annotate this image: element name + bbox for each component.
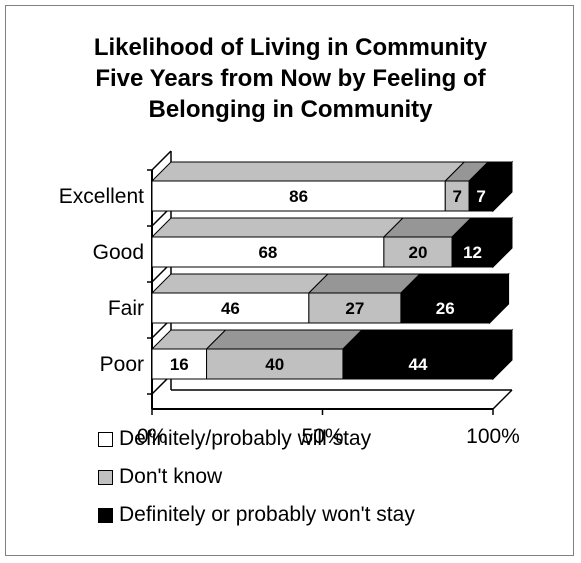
- chart-title-line-2: Five Years from Now by Feeling of: [95, 65, 486, 92]
- x-tick-label: 50%: [301, 425, 343, 448]
- chart-title: Likelihood of Living in Community Five Y…: [0, 32, 581, 125]
- bar-top-definitely-probably-will-stay-excellent: [150, 161, 466, 182]
- category-label-fair: Fair: [108, 297, 144, 320]
- legend-label-will-stay: Definitely/probably will stay: [119, 427, 372, 450]
- legend-item-dont-know: Don't know: [98, 458, 415, 496]
- bar-don-t-know-fair: [308, 292, 402, 324]
- data-label-definitely-or-probably-won-t-stay-good: 12: [463, 243, 482, 262]
- data-label-definitely-or-probably-won-t-stay-excellent: 7: [476, 187, 485, 206]
- bar-don-t-know-good: [383, 236, 453, 268]
- legend-item-will-stay: Definitely/probably will stay: [98, 420, 415, 458]
- chart-legend: Definitely/probably will stay Don't know…: [98, 420, 415, 534]
- bar-definitely-or-probably-won-t-stay-poor: [342, 348, 494, 380]
- floor-right-edge: [492, 389, 513, 410]
- legend-label-dont-know: Don't know: [119, 465, 223, 488]
- data-label-definitely-probably-will-stay-excellent: 86: [289, 187, 308, 206]
- category-label-good: Good: [93, 241, 144, 264]
- bar-definitely-or-probably-won-t-stay-fair: [400, 292, 491, 324]
- bar-top-don-t-know-poor: [205, 329, 364, 350]
- data-label-definitely-probably-will-stay-good: 68: [258, 243, 277, 262]
- legend-label-wont-stay: Definitely or probably won't stay: [119, 503, 415, 526]
- data-label-don-t-know-excellent: 7: [452, 187, 461, 206]
- chart-title-line-3: Belonging in Community: [148, 96, 433, 123]
- bar-definitely-probably-will-stay-fair: [151, 292, 310, 324]
- legend-swatch-dont-know: [98, 469, 113, 485]
- data-label-don-t-know-good: 20: [409, 243, 428, 262]
- legend-item-wont-stay: Definitely or probably won't stay: [98, 496, 415, 534]
- data-label-don-t-know-poor: 40: [265, 355, 284, 374]
- bar-definitely-probably-will-stay-excellent: [151, 180, 446, 212]
- x-tick-label: 100%: [466, 425, 520, 448]
- data-label-definitely-probably-will-stay-poor: 16: [170, 355, 189, 374]
- data-label-definitely-or-probably-won-t-stay-fair: 26: [436, 299, 455, 318]
- data-label-definitely-probably-will-stay-fair: 46: [221, 299, 240, 318]
- bar-definitely-or-probably-won-t-stay-good: [451, 236, 494, 268]
- bar-definitely-or-probably-won-t-stay-excellent: [468, 180, 494, 212]
- data-label-definitely-or-probably-won-t-stay-poor: 44: [409, 355, 428, 374]
- category-label-excellent: Excellent: [59, 185, 144, 208]
- bar-don-t-know-poor: [206, 348, 344, 380]
- chart-title-line-1: Likelihood of Living in Community: [93, 34, 488, 61]
- legend-swatch-wont-stay: [98, 507, 113, 523]
- y-axis-depth-tick: [151, 150, 172, 171]
- data-label-don-t-know-fair: 27: [345, 299, 364, 318]
- category-label-poor: Poor: [100, 353, 144, 376]
- x-tick-label: 0%: [137, 425, 167, 448]
- bar-top-definitely-probably-will-stay-good: [150, 217, 405, 238]
- bar-top-definitely-probably-will-stay-fair: [150, 273, 330, 294]
- bar-top-definitely-or-probably-won-t-stay-poor: [341, 329, 514, 350]
- legend-swatch-will-stay: [98, 431, 113, 447]
